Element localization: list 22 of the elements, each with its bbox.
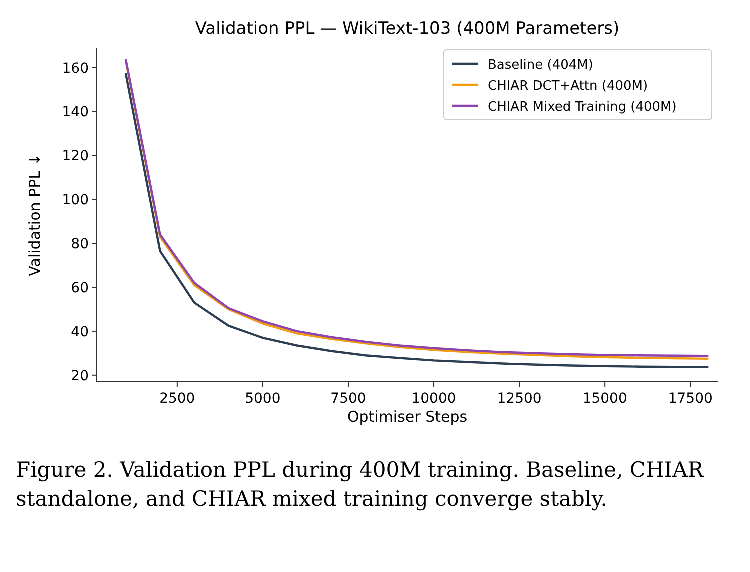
x-tick-label: 15000 [582,391,628,407]
y-tick-label: 20 [71,368,89,384]
x-tick-label: 17500 [668,391,713,407]
y-tick-label: 120 [62,148,89,165]
x-axis-title: Optimiser Steps [347,408,468,426]
legend-label: CHIAR DCT+Attn (400M) [488,79,648,94]
y-tick-label: 60 [71,280,89,297]
chart-title: Validation PPL — WikiText-103 (400M Parameters) [195,19,620,39]
caption: Figure 2. Validation PPL during 400M training. Baseline, CHIAR standalone, and CHIAR mixed training converge stably. [16,458,705,511]
x-tick-label: 5000 [245,391,281,407]
y-axis-title: Validation PPL ↓ [26,154,44,276]
x-tick-label: 10000 [412,391,456,407]
x-tick-label: 12500 [497,391,542,407]
y-tick-label: 160 [62,60,89,77]
y-tick-label: 140 [62,104,89,121]
y-tick-label: 100 [62,192,89,209]
x-tick-label: 2500 [160,391,196,407]
y-tick-label: 80 [71,236,89,253]
y-tick-label: 40 [71,324,89,340]
legend-label: CHIAR Mixed Training (400M) [488,100,677,115]
x-tick-label: 7500 [330,391,366,407]
legend-label: Baseline (404M) [488,58,594,73]
